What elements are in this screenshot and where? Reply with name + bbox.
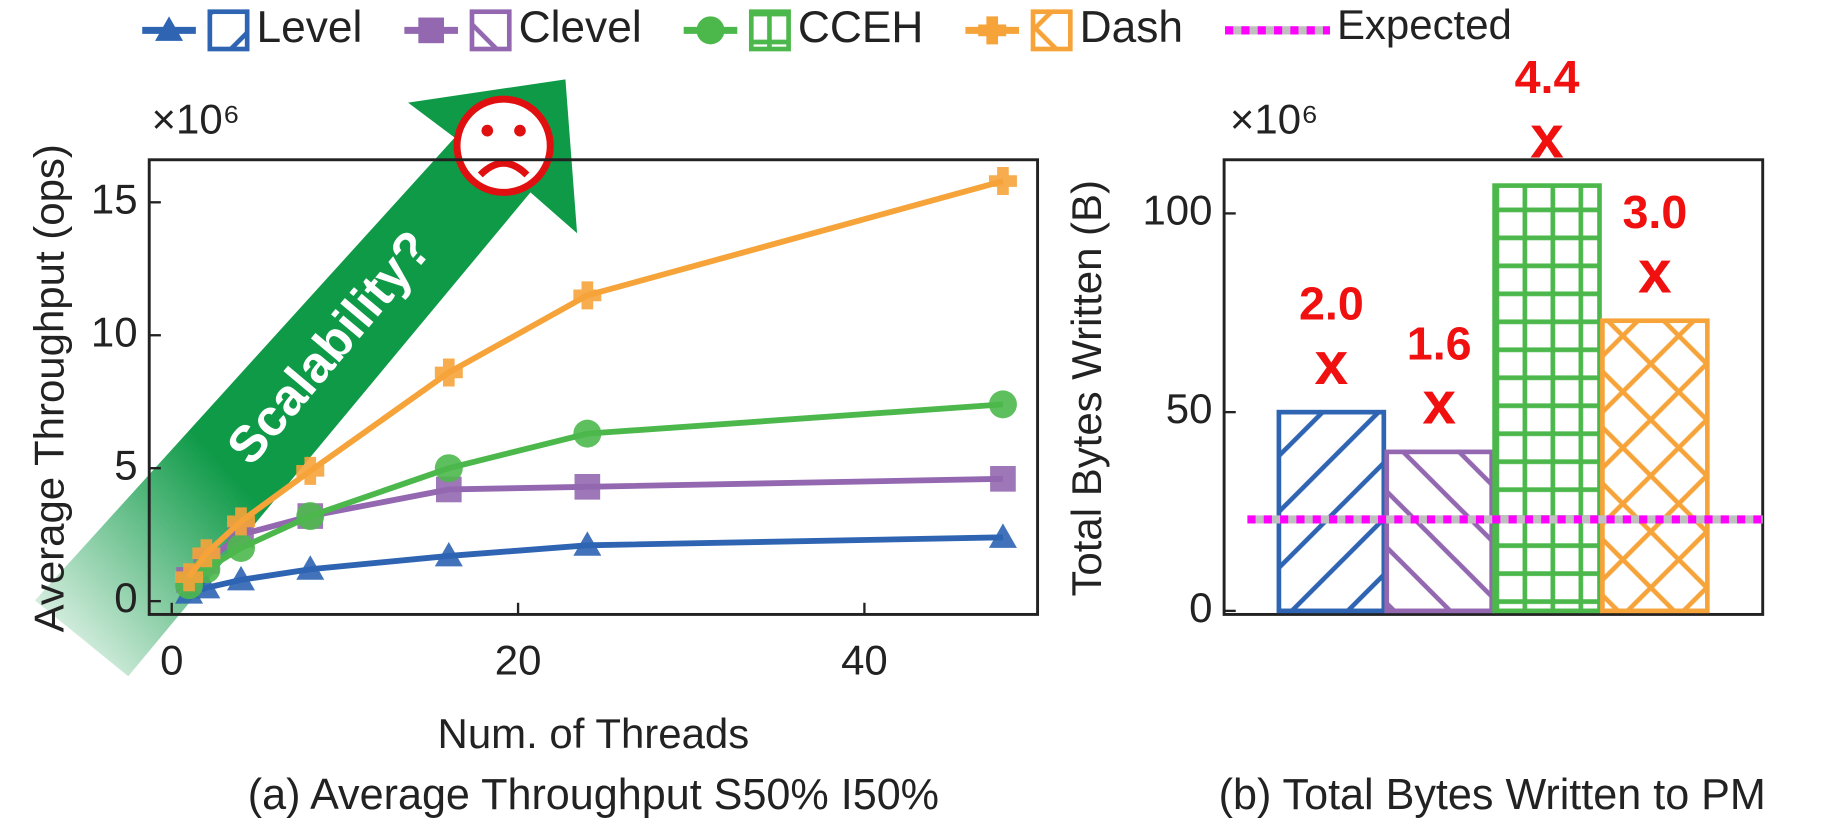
marker (696, 16, 724, 44)
legend-swatch (751, 12, 788, 49)
legend-label: Level (256, 3, 362, 52)
arrow-annotation: Scalability? (216, 220, 443, 475)
y-tick-label: 0 (1189, 584, 1212, 631)
y-axis-label: Average Throughput (ops) (26, 144, 73, 632)
caption: (a) Average Throughput S50% I50% (248, 771, 939, 819)
ratio-suffix: x (1315, 329, 1349, 397)
bar (1387, 452, 1492, 611)
legend-label: Dash (1080, 3, 1183, 52)
y-tick-label: 100 (1142, 186, 1212, 233)
legend-label: CCEH (798, 3, 924, 52)
marker (989, 390, 1017, 418)
ratio-suffix: x (1530, 102, 1564, 170)
legend-swatch (210, 12, 247, 49)
x-tick-label: 40 (841, 636, 888, 683)
legend-expected: Expected (1337, 1, 1512, 48)
ratio-suffix: x (1422, 369, 1456, 437)
y-tick-label: 5 (114, 441, 137, 488)
page: {"chart_data": [ {"type": "line", "capti… (0, 0, 1828, 822)
sad-face (457, 99, 550, 192)
bar (1602, 321, 1707, 611)
ratio-label: 2.0 (1299, 278, 1364, 330)
bar (1279, 412, 1384, 611)
x-tick-label: 0 (160, 636, 183, 683)
x-axis-label: Num. of Threads (438, 710, 750, 757)
legend-label: Clevel (519, 3, 642, 52)
ratio-label: 3.0 (1622, 186, 1687, 238)
y-tick-label: 50 (1166, 385, 1213, 432)
legend-swatch (1033, 12, 1070, 49)
marker (435, 454, 463, 482)
ratio-suffix: x (1638, 237, 1672, 305)
y-tick-label: 15 (91, 175, 138, 222)
y-tick-label: 0 (114, 574, 137, 621)
x-tick-label: 20 (495, 636, 542, 683)
marker (573, 281, 601, 309)
y-multiplier: ×10⁶ (152, 96, 240, 143)
bar (1495, 186, 1600, 611)
legend-swatch (472, 12, 509, 49)
marker (978, 16, 1006, 44)
y-axis-label: Total Bytes Written (B) (1063, 180, 1110, 597)
marker (575, 474, 601, 500)
y-multiplier: ×10⁶ (1230, 96, 1318, 143)
marker (296, 502, 324, 530)
ratio-label: 1.6 (1407, 317, 1472, 369)
caption: (b) Total Bytes Written to PM (1219, 771, 1766, 819)
marker (227, 534, 255, 562)
marker (573, 420, 601, 448)
y-tick-label: 10 (91, 308, 138, 355)
marker (990, 466, 1016, 492)
ratio-label: 4.4 (1515, 51, 1580, 103)
chart: Expected Scalability? Average Throughput… (0, 0, 1828, 822)
marker (418, 18, 444, 44)
marker (989, 167, 1017, 195)
